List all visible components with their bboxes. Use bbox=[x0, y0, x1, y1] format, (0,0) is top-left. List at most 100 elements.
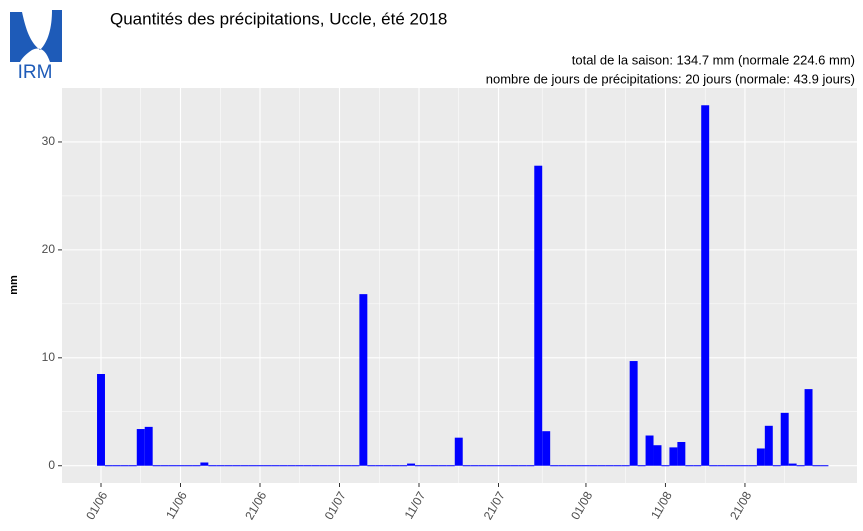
bar bbox=[224, 465, 233, 467]
bar bbox=[788, 463, 797, 466]
bar bbox=[391, 465, 400, 467]
bar bbox=[756, 448, 765, 466]
bar bbox=[359, 294, 368, 466]
bar bbox=[343, 465, 352, 467]
bar bbox=[558, 465, 567, 467]
x-tick-label: 21/08 bbox=[727, 489, 754, 522]
bar bbox=[240, 465, 249, 467]
bar bbox=[256, 465, 264, 467]
bar bbox=[279, 465, 288, 467]
bar bbox=[271, 465, 280, 467]
bar bbox=[192, 465, 201, 467]
logo-text: IRM bbox=[18, 62, 53, 83]
bar bbox=[184, 465, 193, 467]
bar bbox=[208, 465, 217, 467]
bar bbox=[120, 465, 129, 467]
y-tick-label: 0 bbox=[48, 458, 55, 472]
bar bbox=[462, 465, 471, 467]
bar bbox=[454, 437, 463, 466]
x-tick-label: 11/08 bbox=[648, 489, 675, 522]
y-axis-label: mm bbox=[8, 275, 20, 295]
bar bbox=[287, 465, 296, 467]
plot-background bbox=[62, 88, 857, 483]
bar bbox=[701, 105, 710, 466]
bar bbox=[263, 465, 272, 467]
bar bbox=[550, 465, 559, 467]
bar bbox=[367, 465, 376, 467]
bar bbox=[637, 465, 646, 467]
bar bbox=[653, 445, 662, 466]
bar bbox=[430, 465, 439, 467]
bar bbox=[248, 465, 257, 467]
bar bbox=[200, 462, 209, 466]
bar bbox=[351, 465, 360, 467]
bar bbox=[168, 465, 177, 467]
y-tick-label: 10 bbox=[42, 350, 56, 364]
logo: IRM bbox=[10, 10, 62, 83]
bar bbox=[597, 465, 606, 467]
bar bbox=[534, 165, 543, 466]
bar bbox=[566, 465, 575, 467]
bar bbox=[128, 465, 137, 467]
bar bbox=[542, 431, 551, 466]
x-tick-label: 01/06 bbox=[83, 489, 110, 522]
bar bbox=[796, 465, 805, 467]
x-tick-label: 21/06 bbox=[242, 489, 269, 522]
bar bbox=[820, 465, 829, 467]
bar bbox=[725, 465, 734, 467]
bar bbox=[415, 465, 423, 467]
y-tick-label: 30 bbox=[42, 134, 56, 148]
x-tick-label: 01/07 bbox=[322, 489, 349, 522]
subtitle: nombre de jours de précipitations: 20 jo… bbox=[486, 71, 855, 86]
bar bbox=[399, 465, 408, 467]
bar bbox=[407, 463, 416, 466]
x-tick-label: 11/06 bbox=[163, 489, 190, 522]
bar bbox=[693, 465, 702, 467]
bar bbox=[438, 465, 447, 467]
bar bbox=[311, 465, 320, 467]
subtitle: total de la saison: 134.7 mm (normale 22… bbox=[572, 52, 855, 67]
chart-title: Quantités des précipitations, Uccle, été… bbox=[110, 9, 447, 28]
bar bbox=[677, 441, 686, 466]
bar bbox=[470, 465, 479, 467]
bar bbox=[232, 465, 241, 467]
x-tick-label: 11/07 bbox=[402, 489, 429, 522]
bar bbox=[526, 465, 535, 467]
bar bbox=[804, 389, 813, 466]
bar bbox=[446, 465, 455, 467]
x-tick-label: 21/07 bbox=[481, 489, 508, 522]
bar bbox=[518, 465, 527, 467]
bar bbox=[621, 465, 630, 467]
bar bbox=[589, 465, 598, 467]
bar bbox=[709, 465, 718, 467]
bar bbox=[629, 361, 638, 466]
x-tick-label: 01/08 bbox=[568, 489, 595, 522]
bar bbox=[510, 465, 519, 467]
bar bbox=[383, 465, 392, 467]
logo-shape bbox=[10, 10, 62, 62]
bar bbox=[669, 447, 678, 466]
bar bbox=[502, 465, 511, 467]
bar bbox=[717, 465, 726, 467]
bar bbox=[303, 465, 312, 467]
bar bbox=[812, 465, 821, 467]
bar bbox=[685, 465, 694, 467]
bar bbox=[327, 465, 336, 467]
bar bbox=[780, 412, 789, 466]
bar bbox=[613, 465, 622, 467]
bar bbox=[160, 465, 169, 467]
bar bbox=[740, 465, 749, 467]
bar bbox=[748, 465, 757, 467]
bar bbox=[152, 465, 161, 467]
bar bbox=[494, 465, 503, 467]
bar bbox=[772, 465, 781, 467]
bar bbox=[478, 465, 487, 467]
bar bbox=[97, 373, 105, 466]
bar bbox=[375, 465, 384, 467]
bar bbox=[144, 426, 153, 466]
bar bbox=[104, 465, 113, 467]
bar bbox=[216, 465, 225, 467]
bar bbox=[574, 465, 582, 467]
bar bbox=[422, 465, 431, 467]
